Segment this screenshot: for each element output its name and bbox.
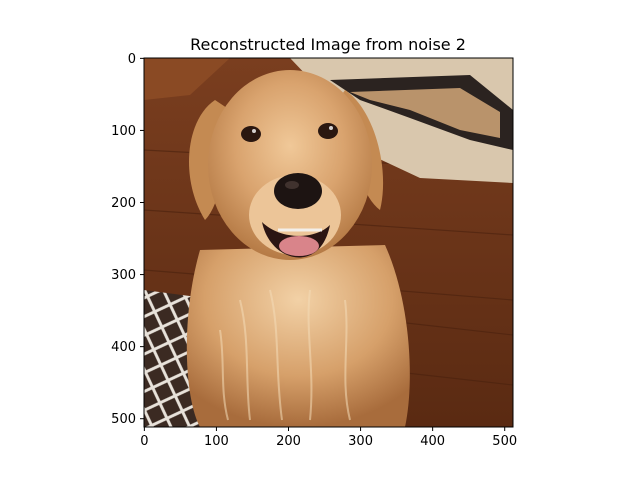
x-tick-label: 0	[140, 434, 148, 449]
x-tick-label: 400	[420, 434, 445, 449]
x-tick-label: 200	[276, 434, 301, 449]
y-tick-label: 300	[111, 268, 136, 283]
x-axis: 0 100 200 300 400 500	[140, 427, 517, 449]
y-tick-label: 100	[111, 124, 136, 139]
x-tick-label: 500	[492, 434, 517, 449]
x-tick-label: 300	[348, 434, 373, 449]
x-tick-label: 100	[204, 434, 229, 449]
y-axis: 0 100 200 300 400 500	[111, 52, 144, 427]
y-tick-label: 500	[111, 412, 136, 427]
y-tick-label: 0	[128, 52, 136, 67]
y-tick-label: 400	[111, 340, 136, 355]
plot-title: Reconstructed Image from noise 2	[190, 35, 466, 54]
reconstructed-image	[144, 58, 513, 427]
y-tick-label: 200	[111, 196, 136, 211]
axes-frame	[143, 57, 514, 428]
